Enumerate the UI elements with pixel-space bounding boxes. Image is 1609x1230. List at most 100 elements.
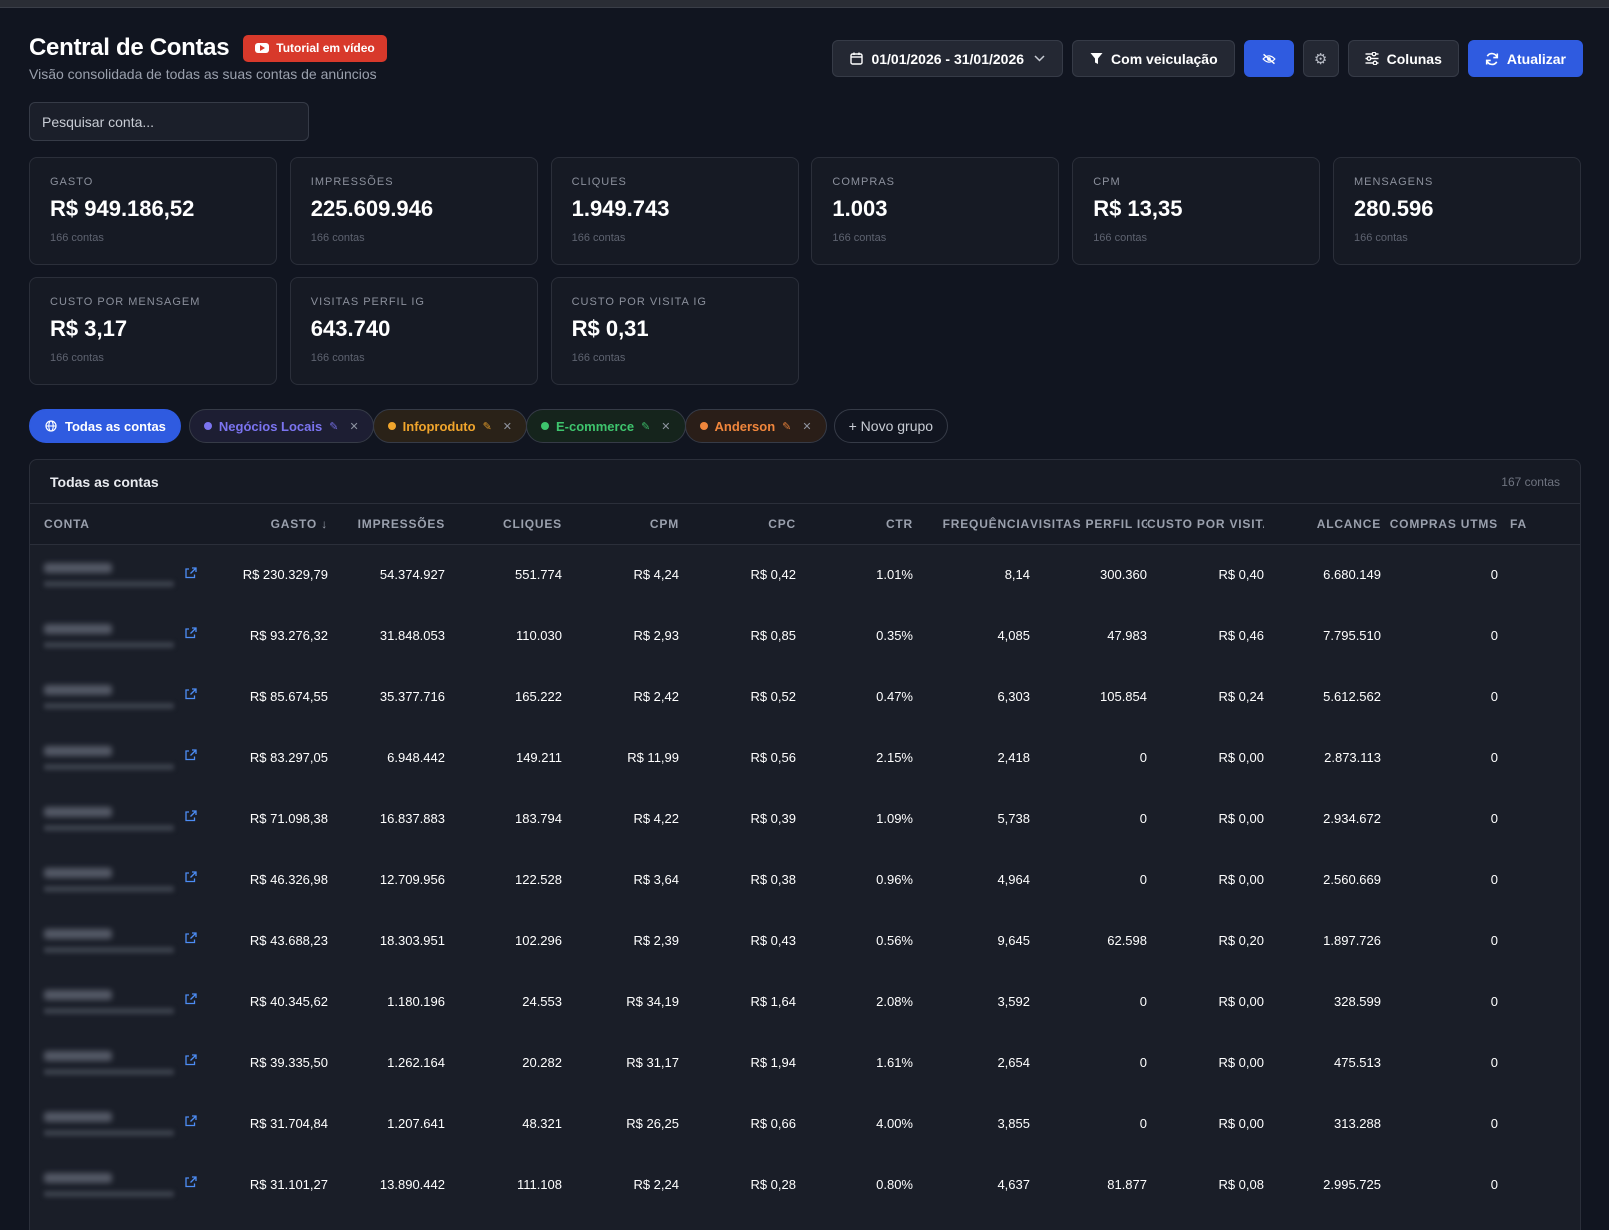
external-link-icon[interactable] [185,1054,197,1066]
close-icon[interactable]: ✕ [349,420,359,433]
settings-button[interactable]: ⚙ [1302,40,1339,77]
column-header[interactable]: CUSTO POR VISITA IG [1147,504,1264,545]
table-row[interactable]: R$ 43.688,23 18.303.951 102.296 R$ 2,39 R$ 0… [30,910,1580,971]
external-link-icon[interactable] [185,566,197,579]
table-cell: 0 [1381,727,1498,788]
column-header[interactable]: COMPRAS UTMS [1381,504,1498,545]
table-cell [1498,849,1580,910]
table-cell: 2,654 [913,1032,1030,1093]
new-group-button[interactable]: + Novo grupo [833,409,949,443]
account-name-cell [30,971,198,1032]
close-icon[interactable]: ✕ [661,420,671,433]
column-header[interactable]: CLIQUES [445,504,562,545]
table-cell [1030,1215,1147,1230]
external-link-icon[interactable] [185,993,197,1005]
table-row[interactable] [30,1215,1580,1230]
table-cell: 4,637 [913,1154,1030,1215]
group-tab-all[interactable]: Todas as contas [29,409,181,443]
external-link-icon[interactable] [185,871,197,883]
group-tab[interactable]: Negócios Locais ✎ ✕ [188,409,374,443]
column-header[interactable]: ALCANCE [1264,504,1381,545]
account-name-cell [30,788,198,849]
table-row[interactable]: R$ 31.704,84 1.207.641 48.321 R$ 26,25 R$ 0,… [30,1093,1580,1154]
close-icon[interactable]: ✕ [802,420,812,433]
group-tab[interactable]: Anderson ✎ ✕ [684,409,827,443]
calendar-icon [849,52,863,66]
column-header[interactable]: CONTA [30,504,198,545]
external-link-icon[interactable] [185,1176,197,1188]
pencil-icon[interactable]: ✎ [482,420,492,433]
blurred-account-id [44,580,174,587]
blurred-account-name [44,1111,112,1122]
table-cell: 0 [1381,849,1498,910]
title-row: Central de Contas Tutorial em vídeo [29,34,1583,62]
blurred-account-id [44,946,174,953]
group-tab-label: Infoproduto [402,418,476,434]
columns-button[interactable]: Colunas [1347,40,1459,77]
filter-label: Com veiculação [1111,50,1218,67]
table-cell: 62.598 [1030,910,1147,971]
table-cell: R$ 34,19 [562,971,679,1032]
table-cell: R$ 83.297,05 [198,727,328,788]
table-cell: 6,303 [913,666,1030,727]
table-cell: 0 [1381,788,1498,849]
group-color-dot [541,422,550,430]
pencil-icon[interactable]: ✎ [329,420,339,433]
table-cell: 0 [1381,666,1498,727]
summary-cards: GASTO R$ 949.186,52 166 contas IMPRESSÕES 22… [29,157,1581,385]
metric-card: CUSTO POR VISITA IG R$ 0,31 166 contas [550,277,799,385]
external-link-icon[interactable] [185,810,197,822]
table-row[interactable]: R$ 85.674,55 35.377.716 165.222 R$ 2,42 R$ 0… [30,666,1580,727]
refresh-button[interactable]: Atualizar [1467,40,1583,77]
pencil-icon[interactable]: ✎ [641,420,651,433]
metric-label: CUSTO POR MENSAGEM [50,296,201,308]
column-header[interactable]: FA [1498,504,1580,545]
metric-account-count: 166 contas [310,232,365,244]
column-header[interactable]: FREQUÊNCIA [913,504,1030,545]
metric-label: GASTO [50,176,94,188]
column-header[interactable]: GASTO ↓ [198,504,328,545]
table-cell: 122.528 [445,849,562,910]
column-header[interactable]: IMPRESSÕES [328,504,445,545]
table-row[interactable]: R$ 31.101,27 13.890.442 111.108 R$ 2,24 R$ 0… [30,1154,1580,1215]
delivery-filter-button[interactable]: Com veiculação [1072,40,1235,77]
blurred-account-id [44,702,174,709]
table-row[interactable]: R$ 230.329,79 54.374.927 551.774 R$ 4,24 R$ … [30,544,1580,605]
group-tab[interactable]: Infoproduto ✎ ✕ [372,409,528,443]
external-link-icon[interactable] [185,627,197,639]
table-cell [1498,1154,1580,1215]
tutorial-video-button[interactable]: Tutorial em vídeo [243,34,387,62]
table-row[interactable]: R$ 40.345,62 1.180.196 24.553 R$ 34,19 R$ 1,… [30,971,1580,1032]
column-header[interactable]: CTR [796,504,913,545]
table-row[interactable]: R$ 39.335,50 1.262.164 20.282 R$ 31,17 R$ 1,… [30,1032,1580,1093]
table-row[interactable]: R$ 83.297,05 6.948.442 149.211 R$ 11,99 R$ 0… [30,727,1580,788]
date-range-picker[interactable]: 01/01/2026 - 31/01/2026 [832,40,1064,77]
external-link-icon[interactable] [185,749,197,761]
refresh-icon [1485,52,1499,66]
metric-account-count: 166 contas [571,232,626,244]
table-row[interactable]: R$ 93.276,32 31.848.053 110.030 R$ 2,93 R$ 0… [30,605,1580,666]
hide-values-toggle[interactable] [1243,40,1294,77]
column-header[interactable]: CPC [679,504,796,545]
external-link-icon[interactable] [185,932,197,944]
table-cell: 475.513 [1264,1032,1381,1093]
column-header[interactable]: CPM [562,504,679,545]
blurred-account-name [44,989,112,1000]
metric-card: VISITAS PERFIL IG 643.740 166 contas [289,277,538,385]
external-link-icon[interactable] [185,1115,197,1127]
close-icon[interactable]: ✕ [502,420,513,433]
group-color-dot [699,422,708,430]
blurred-account-name [44,867,112,878]
external-link-icon[interactable] [185,688,197,700]
pencil-icon[interactable]: ✎ [782,420,792,433]
table-row[interactable]: R$ 71.098,38 16.837.883 183.794 R$ 4,22 R$ 0… [30,788,1580,849]
search-account-input[interactable] [29,102,309,141]
table-row[interactable]: R$ 46.326,98 12.709.956 122.528 R$ 3,64 R$ 0… [30,849,1580,910]
table-cell: 0 [1381,1154,1498,1215]
blurred-account-id [44,1190,174,1197]
group-tab[interactable]: E-commerce ✎ ✕ [526,409,686,443]
table-cell: 0 [1381,1032,1498,1093]
column-header[interactable]: VISITAS PERFIL IG [1030,504,1147,545]
table-cell: R$ 93.276,32 [198,605,328,666]
table-cell: R$ 3,64 [562,849,679,910]
